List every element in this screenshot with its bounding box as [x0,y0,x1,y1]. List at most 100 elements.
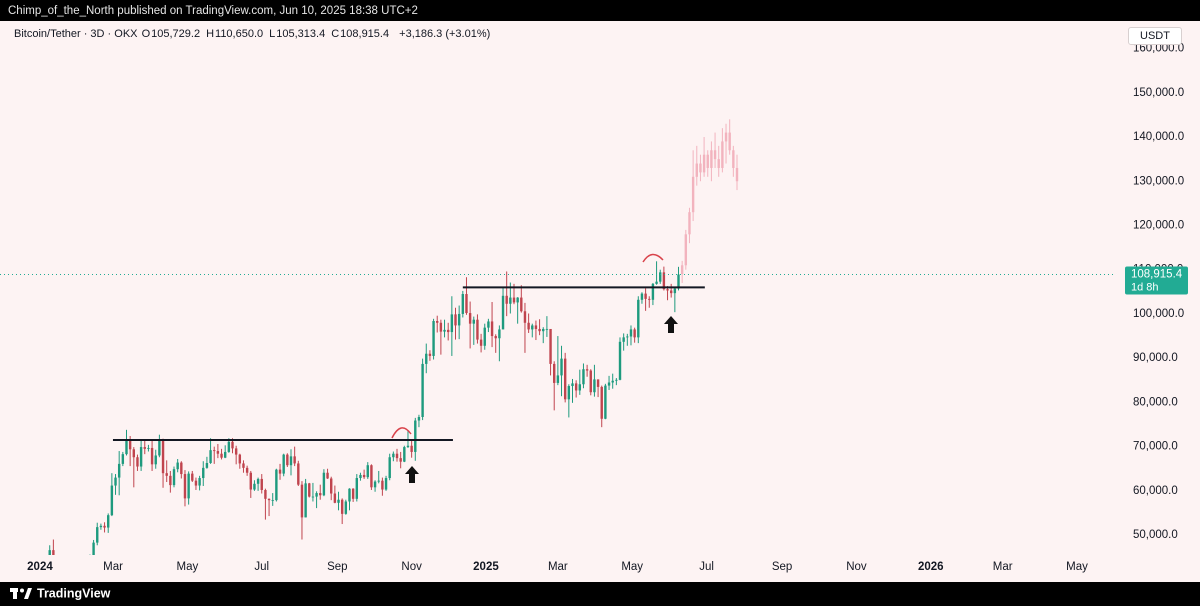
brand-name: TradingView [37,586,111,600]
candle-body [512,297,516,303]
candle-body [571,383,574,387]
candle-body [362,474,366,478]
candle-body [717,159,720,168]
ohlc-value: 108,915.4 [340,28,390,40]
bottom-bar [0,582,1200,606]
ohlc-key: H [206,28,215,40]
candle-body [399,458,402,462]
candle-body [695,163,698,177]
candle-body [659,272,662,282]
candle-body [52,550,55,555]
candle-body [461,294,465,314]
countdown-label: 1d 8h [1131,281,1159,293]
candle-body [256,478,260,484]
candle-body [648,298,651,300]
candle-body [128,439,132,450]
candle-body [99,525,103,528]
x-tick-label: 2026 [918,561,944,573]
candle-body [589,370,592,393]
candle-body [242,463,245,468]
candle-body [560,358,563,376]
candle-body [223,451,227,458]
candle-body [494,336,497,339]
ohlc-key: O [141,28,151,40]
candle-body [333,493,337,503]
candle-body [278,469,282,474]
candle-body [516,297,519,303]
candle-body [340,499,344,514]
candle-body [176,462,179,470]
candle-body [542,328,545,332]
candle-body [205,462,209,468]
candle-body [626,336,629,338]
candle-body [143,447,146,449]
candle-body [669,290,673,294]
candle-body [651,283,655,300]
candle-body [556,375,560,383]
candle-body [191,473,194,481]
candle-body [549,328,552,364]
candle-body [622,337,625,342]
top-bar [0,0,1200,21]
candle-body [644,293,647,299]
candle-body [662,272,666,290]
candle-body [132,449,136,458]
candle-body [209,450,212,463]
candle-body [406,445,410,448]
x-tick-label: Mar [103,561,123,573]
candle-body [370,465,373,488]
candle-body [443,329,446,332]
candle-body [172,469,176,486]
symbol: Bitcoin/Tether · 3D · OKX [14,28,138,40]
y-tick-label: 160,000.0 [1133,43,1184,55]
currency-button[interactable]: USDT [1128,27,1182,45]
candle-body [680,265,684,275]
candle-body [563,358,567,400]
candle-body [509,297,512,304]
last-price-label: 108,915.4 [1131,269,1183,281]
y-tick-label: 60,000.0 [1133,485,1178,497]
candle-body [344,501,348,514]
candle-body [666,289,669,291]
x-tick-label: Nov [401,561,422,573]
candle-body [253,483,256,490]
y-tick-label: 70,000.0 [1133,441,1178,453]
candle-body [450,314,454,333]
symbol-legend: Bitcoin/Tether · 3D · OKX O105,729.2 H110… [14,28,491,40]
candle-body [245,467,249,473]
candle-body [231,441,234,449]
candle-body [220,453,223,458]
candle-body [545,328,549,330]
candle-body [465,294,468,314]
candle-body [567,386,571,400]
candle-body [446,329,450,333]
last-price-box [1125,266,1188,295]
x-tick-label: Sep [327,561,347,573]
candle-body [114,477,117,486]
candle-body [330,478,333,494]
candle-body [585,369,589,371]
candle-body [684,234,688,266]
y-tick-label: 80,000.0 [1133,396,1178,408]
candle-body [286,454,289,466]
candle-body [238,454,242,464]
candle-body [713,150,717,160]
candle-body [611,380,614,383]
candle-body [121,454,125,464]
candle-body [553,363,556,383]
candle-body [297,463,300,485]
candle-body [538,328,541,332]
candle-body [582,369,585,385]
candle-body [187,473,190,499]
candle-body [490,321,494,337]
x-tick-label: Mar [548,561,568,573]
candle-body [531,325,534,330]
candle-body [351,488,355,499]
up-arrow [664,316,678,333]
candle-body [421,363,424,417]
candle-body [322,472,326,496]
candle-body [607,382,611,386]
x-tick-label: Nov [846,561,867,573]
